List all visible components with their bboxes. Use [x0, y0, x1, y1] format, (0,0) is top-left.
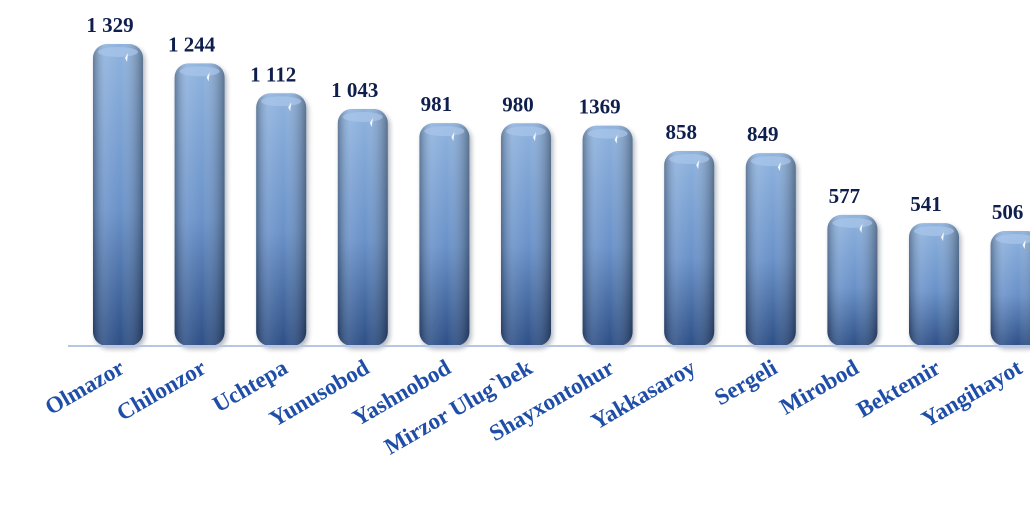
value-label: 1 043 — [331, 78, 378, 102]
bar-11 — [909, 223, 959, 346]
bar-highlight — [614, 134, 618, 144]
bar-shading — [93, 44, 143, 346]
bar-highlight — [696, 160, 700, 170]
category-label: Mirobod — [776, 355, 864, 420]
bar-cap — [587, 128, 628, 139]
bar-9 — [745, 153, 796, 346]
bar-shading — [256, 93, 307, 346]
bar-cap — [98, 47, 138, 57]
value-label: 980 — [502, 92, 534, 116]
bar-shading — [337, 108, 388, 346]
bar-1 — [93, 44, 143, 346]
bar-cap — [832, 217, 873, 228]
bar-8 — [664, 151, 715, 346]
value-labels-group: 1 329 1 244 1 112 1 043 981 980 1369 858 849 577 5… — [86, 13, 1023, 224]
bar-cap — [914, 226, 954, 237]
value-label: 1 329 — [86, 13, 133, 37]
value-label: 858 — [665, 120, 697, 144]
value-label: 981 — [421, 92, 453, 116]
bar-cap — [342, 111, 383, 122]
value-label: 577 — [829, 184, 861, 208]
bar-2 — [174, 63, 225, 346]
bar-highlight — [369, 117, 373, 127]
category-label: Chilonzor — [112, 355, 210, 426]
value-label: 541 — [910, 192, 942, 216]
bar-shading — [909, 223, 959, 346]
category-labels-group: OlmazorChilonzorUchtepaYunusobodYashnobo… — [41, 354, 1027, 459]
bar-highlight — [288, 102, 292, 112]
bar-highlight — [1022, 240, 1026, 250]
bar-highlight — [533, 132, 536, 142]
bar-cap — [424, 126, 465, 137]
bar-cap — [995, 234, 1030, 245]
bar-7 — [582, 125, 633, 346]
category-label: Sergeli — [710, 354, 782, 410]
bar-6 — [501, 123, 551, 346]
bar-shading — [745, 153, 796, 346]
bars-group — [93, 44, 1030, 346]
bar-highlight — [206, 72, 210, 82]
value-label: 1369 — [579, 95, 621, 119]
bar-cap — [261, 96, 302, 107]
value-label: 1 244 — [168, 32, 216, 56]
bar-3 — [256, 93, 307, 346]
bar-12 — [990, 231, 1030, 346]
bar-cap — [669, 154, 710, 165]
bar-shading — [501, 123, 551, 346]
value-label: 506 — [992, 200, 1024, 224]
bar-shading — [582, 125, 633, 346]
bar-shading — [664, 151, 715, 346]
bar-4 — [337, 108, 388, 346]
value-label: 1 112 — [250, 62, 296, 86]
bar-cap — [179, 66, 220, 77]
bar-shading — [419, 123, 470, 346]
bar-highlight — [125, 53, 128, 62]
bar-cap — [750, 156, 791, 167]
bar-highlight — [777, 162, 781, 172]
bar-highlight — [941, 232, 944, 242]
bar-shading — [990, 231, 1030, 346]
bar-highlight — [451, 132, 455, 142]
bar-cap — [506, 126, 546, 137]
bar-shading — [174, 63, 225, 346]
bar-shading — [827, 214, 878, 346]
bar-10 — [827, 214, 878, 346]
bar-5 — [419, 123, 470, 346]
value-label: 849 — [747, 122, 779, 146]
bar-highlight — [859, 223, 863, 233]
